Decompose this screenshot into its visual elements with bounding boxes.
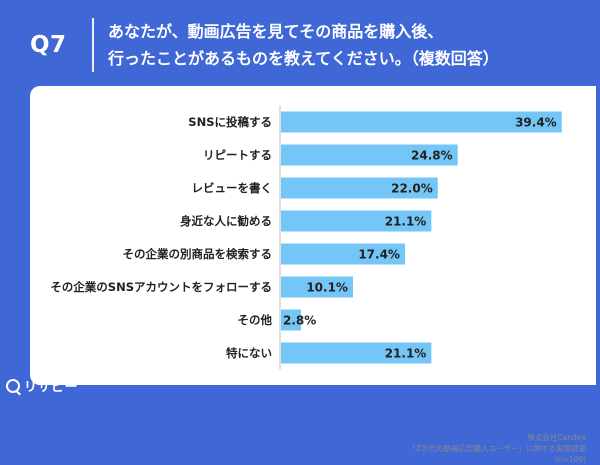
bar-chart: SNSに投稿する 39.4% リピートする 24.8% レビューを書く 22.0% 身近な人… bbox=[50, 105, 562, 370]
category-label: SNSに投稿する bbox=[188, 115, 272, 129]
value-label: 21.1% bbox=[385, 347, 427, 361]
bar bbox=[281, 342, 432, 364]
value-label: 17.4% bbox=[358, 248, 400, 262]
header-divider bbox=[92, 18, 94, 72]
bar bbox=[281, 144, 458, 166]
question-title-line-1: あなたが、動画広告を見てその商品を購入後、 bbox=[108, 22, 444, 41]
bar bbox=[281, 177, 438, 199]
value-label: 22.0% bbox=[391, 182, 433, 196]
source-company: 株式会社Candee bbox=[527, 433, 586, 442]
category-label: その企業のSNSアカウントをフォローする bbox=[50, 280, 272, 294]
bar bbox=[281, 276, 353, 298]
category-label: その他 bbox=[238, 313, 273, 327]
brand-name: リサピー bbox=[24, 380, 79, 395]
source-note: 株式会社Candee 「Z世代の動画広告購入ユーザー」に関する実態調査 (n=1… bbox=[336, 432, 587, 465]
question-title-line-2: 行ったことがあるものを教えてください。（複数回答） bbox=[108, 49, 499, 68]
category-label: レビューを書く bbox=[192, 181, 273, 195]
bar bbox=[281, 243, 405, 265]
source-survey: 「Z世代の動画広告購入ユーザー」に関する実態調査 bbox=[408, 444, 587, 453]
category-label: その企業の別商品を検索する bbox=[123, 247, 273, 261]
category-label: リピートする bbox=[203, 148, 272, 162]
question-number: Q7 bbox=[30, 32, 67, 58]
category-label: 身近な人に勧める bbox=[180, 214, 272, 228]
bar bbox=[281, 309, 301, 331]
source-sample-size: (n=109) bbox=[554, 455, 586, 464]
bar bbox=[281, 111, 562, 133]
question-header: Q7 あなたが、動画広告を見てその商品を購入後、 行ったことがあるものを教えてく… bbox=[0, 0, 600, 86]
value-label: 10.1% bbox=[306, 281, 348, 295]
value-label: 39.4% bbox=[515, 116, 557, 130]
value-label: 21.1% bbox=[385, 215, 427, 229]
value-label: 24.8% bbox=[411, 149, 453, 163]
question-title: あなたが、動画広告を見てその商品を購入後、 行ったことがあるものを教えてください… bbox=[108, 18, 499, 72]
brand-logo: リサピー bbox=[6, 376, 78, 395]
value-label: 2.8% bbox=[283, 314, 316, 328]
bar bbox=[281, 210, 432, 232]
chart-panel: SNSに投稿する 39.4% リピートする 24.8% レビューを書く 22.0% 身近な人… bbox=[30, 86, 596, 464]
category-label: 特にない bbox=[226, 346, 272, 360]
magnifier-icon bbox=[6, 378, 20, 393]
